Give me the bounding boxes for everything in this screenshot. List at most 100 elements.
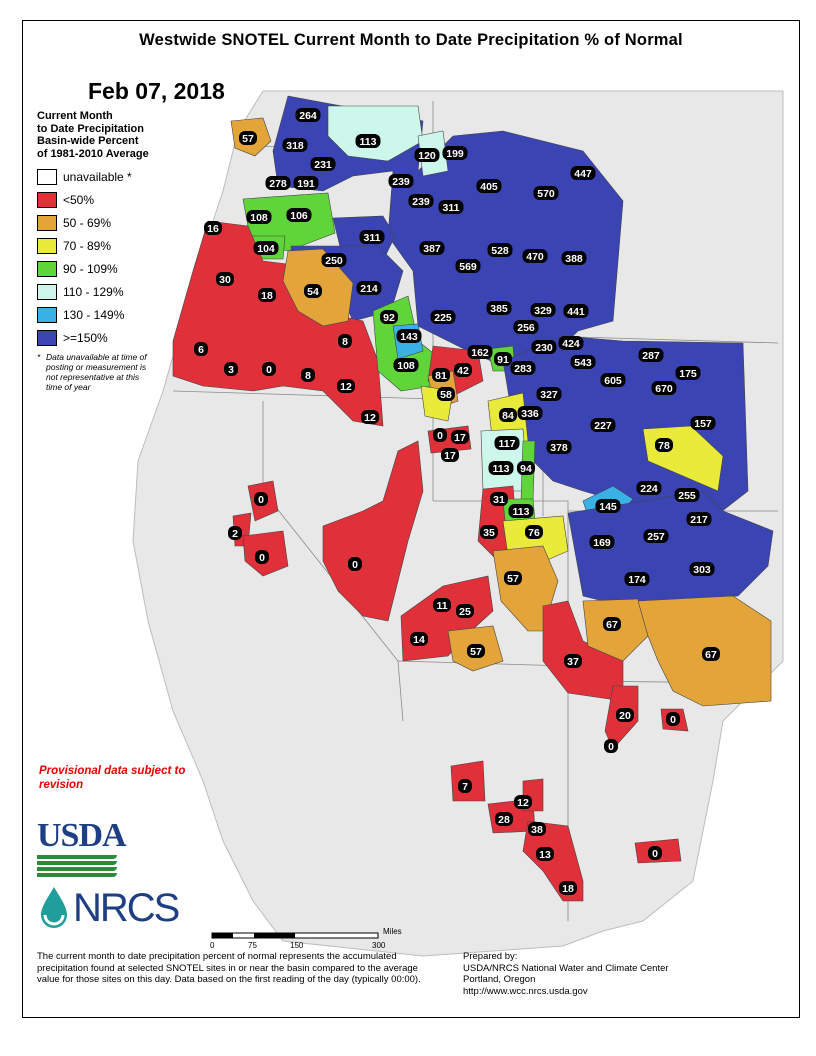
basin-value-text: 143 xyxy=(400,331,418,343)
basin-value-text: 0 xyxy=(437,430,443,442)
basin-region xyxy=(327,105,424,162)
basin-label-bg xyxy=(570,355,596,369)
basin-value-text: 106 xyxy=(290,210,308,222)
legend-label: 50 - 69% xyxy=(63,216,112,230)
basin-value-text: 224 xyxy=(640,483,658,495)
basin-value-label: 94 xyxy=(517,461,535,475)
basin-value-label: 227 xyxy=(590,418,616,432)
basin-value-label: 255 xyxy=(674,488,700,502)
basin-value-label: 30 xyxy=(216,272,234,286)
basin-value-text: 257 xyxy=(647,531,665,543)
basin-value-label: 447 xyxy=(570,166,596,180)
basin-value-label: 17 xyxy=(441,448,459,462)
basin-value-text: 387 xyxy=(423,243,441,255)
basin-value-text: 67 xyxy=(705,649,717,661)
basin-value-label: 162 xyxy=(467,345,493,359)
basin-value-text: 12 xyxy=(364,412,376,424)
basin-value-label: 145 xyxy=(595,499,621,513)
basin-value-text: 0 xyxy=(259,552,265,564)
basin-label-bg xyxy=(348,557,362,571)
basin-label-bg xyxy=(536,387,562,401)
basin-label-bg xyxy=(216,272,234,286)
basin-label-bg xyxy=(517,461,535,475)
basin-value-label: 58 xyxy=(437,387,455,401)
basin-value-label: 91 xyxy=(494,352,512,366)
basin-value-text: 287 xyxy=(642,350,660,362)
scale-tick: 150 xyxy=(290,941,304,950)
basin-label-bg xyxy=(441,448,459,462)
footer-link[interactable]: http://www.wcc.nrcs.usda.gov xyxy=(463,985,588,997)
basin-value-label: 570 xyxy=(533,186,559,200)
basin-label-bg xyxy=(393,358,419,372)
basin-value-text: 424 xyxy=(562,338,580,350)
basin-label-bg xyxy=(533,186,559,200)
basin-value-label: 441 xyxy=(563,304,589,318)
basin-value-text: 117 xyxy=(499,438,516,450)
basin-value-label: 14 xyxy=(410,632,428,646)
basin-label-bg xyxy=(689,562,715,576)
basin-label-bg xyxy=(304,284,322,298)
basin-value-text: 239 xyxy=(392,176,410,188)
basin-value-label: 78 xyxy=(655,438,673,452)
basin-value-label: 20 xyxy=(616,708,634,722)
basin-value-text: 11 xyxy=(436,600,447,612)
legend-swatch xyxy=(37,284,57,300)
basin-label-bg xyxy=(286,208,312,222)
basin-label-bg xyxy=(301,368,315,382)
basin-value-label: 470 xyxy=(522,249,548,263)
basin-label-bg xyxy=(589,535,615,549)
legend-swatch xyxy=(37,238,57,254)
basin-value-text: 2 xyxy=(232,528,238,540)
basin-label-bg xyxy=(419,241,445,255)
basin-label-bg xyxy=(490,492,508,506)
basin-value-text: 336 xyxy=(521,408,539,420)
basin-value-text: 76 xyxy=(528,527,540,539)
basin-label-bg xyxy=(570,166,596,180)
legend-item: 130 - 149% xyxy=(37,307,197,325)
basin-value-text: 94 xyxy=(520,463,532,475)
legend-label: 130 - 149% xyxy=(63,308,125,322)
basin-value-label: 117 xyxy=(494,436,520,450)
basin-label-bg xyxy=(467,644,485,658)
usda-logo: USDA xyxy=(37,819,127,881)
basin-label-bg xyxy=(702,647,720,661)
legend-swatch xyxy=(37,192,57,208)
basin-value-text: 318 xyxy=(286,140,304,152)
scale-unit: Miles xyxy=(383,927,402,936)
basin-value-label: 0 xyxy=(348,557,362,571)
basin-value-text: 162 xyxy=(471,347,489,359)
basin-regions xyxy=(172,95,774,902)
basin-value-text: 0 xyxy=(352,559,358,571)
basin-value-label: 8 xyxy=(338,334,352,348)
legend-label: 90 - 109% xyxy=(63,262,118,276)
basin-value-label: 230 xyxy=(531,340,557,354)
basin-value-text: 174 xyxy=(628,574,646,586)
basin-label-bg xyxy=(253,241,279,255)
scale-tick: 0 xyxy=(210,941,215,950)
basin-label-bg xyxy=(337,379,355,393)
basin-value-text: 230 xyxy=(535,342,553,354)
basin-value-text: 311 xyxy=(364,232,381,244)
basin-value-text: 441 xyxy=(567,306,585,318)
basin-value-text: 37 xyxy=(567,656,579,668)
basin-label-bg xyxy=(204,221,222,235)
basin-label-bg xyxy=(321,253,347,267)
basin-value-label: 0 xyxy=(433,428,447,442)
legend-item: 90 - 109% xyxy=(37,261,197,279)
basin-label-bg xyxy=(430,310,456,324)
basin-value-label: 424 xyxy=(558,336,584,350)
basin-value-text: 30 xyxy=(219,274,231,286)
basin-region xyxy=(542,600,624,702)
basin-value-label: 239 xyxy=(408,194,434,208)
basin-label-bg xyxy=(563,304,589,318)
basin-value-text: 231 xyxy=(314,159,332,171)
basin-value-text: 16 xyxy=(207,223,219,235)
legend-note: * Data unavailable at time of posting or… xyxy=(37,352,147,392)
basin-label-bg xyxy=(666,712,680,726)
basin-value-text: 108 xyxy=(397,360,415,372)
map-title: Westwide SNOTEL Current Month to Date Pr… xyxy=(139,31,683,49)
basin-label-bg xyxy=(414,148,440,162)
legend-label: >=150% xyxy=(63,331,108,345)
basin-label-bg xyxy=(590,418,616,432)
legend-label: unavailable * xyxy=(63,170,132,184)
